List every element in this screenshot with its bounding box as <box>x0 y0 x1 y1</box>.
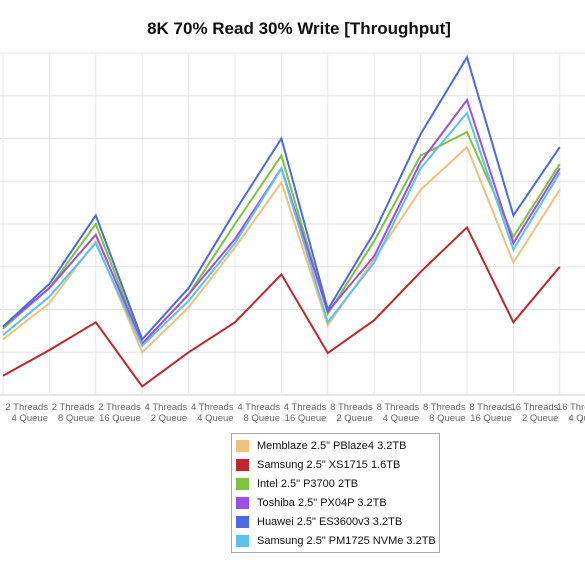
legend-label: Intel 2.5" P3700 2TB <box>257 477 359 490</box>
x-tick-label: 4 Threads 16 Queue <box>284 402 327 424</box>
series-line-4 <box>2 54 561 342</box>
legend-label: Huawei 2.5" ES3600v3 3.2TB <box>257 515 403 528</box>
legend-swatch <box>236 534 249 547</box>
x-tick-label: 16 Threads 2 Queue <box>511 402 559 424</box>
x-tick-label: 4 Threads 2 Queue <box>145 402 188 424</box>
x-tick-label: 2 Threads 16 Queue <box>98 402 141 424</box>
series-line-0 <box>2 145 561 355</box>
x-tick-label: 2 Threads 8 Queue <box>52 402 95 424</box>
chart-title: 8K 70% Read 30% Write [Throughput] <box>147 19 451 38</box>
legend-label: Samsung 2.5" PM1725 NVMe 3.2TB <box>257 534 436 547</box>
x-tick-label: 8 Threads 8 Queue <box>423 402 466 424</box>
legend-swatch <box>236 439 249 452</box>
x-tick-label: 8 Threads 4 Queue <box>377 402 420 424</box>
legend-item-4: Huawei 2.5" ES3600v3 3.2TB <box>236 512 435 531</box>
series-line-2 <box>2 130 561 346</box>
legend-item-0: Memblaze 2.5" PBlaze4 3.2TB <box>236 436 435 455</box>
legend-label: Toshiba 2.5" PX04P 3.2TB <box>257 496 387 509</box>
legend-swatch <box>236 496 249 509</box>
series-lines <box>2 54 561 388</box>
legend: Memblaze 2.5" PBlaze4 3.2TB Samsung 2.5" … <box>231 433 440 553</box>
legend-label: Memblaze 2.5" PBlaze4 3.2TB <box>257 439 407 452</box>
x-tick-label: 2 Threads 4 Queue <box>5 402 48 424</box>
legend-swatch <box>236 458 249 471</box>
legend-item-2: Intel 2.5" P3700 2TB <box>236 474 435 493</box>
x-tick-label: 4 Threads 4 Queue <box>191 402 234 424</box>
legend-swatch <box>236 477 249 490</box>
legend-item-5: Samsung 2.5" PM1725 NVMe 3.2TB <box>236 531 436 550</box>
x-tick-label: 8 Threads 16 Queue <box>469 402 512 424</box>
x-tick-label: 4 Threads 8 Queue <box>237 402 280 424</box>
legend-label: Samsung 2.5" XS1715 1.6TB <box>257 458 401 471</box>
legend-item-1: Samsung 2.5" XS1715 1.6TB <box>236 455 435 474</box>
grid-lines <box>0 52 585 396</box>
series-line-5 <box>2 110 561 348</box>
series-line-1 <box>2 225 561 388</box>
legend-swatch <box>236 515 249 528</box>
legend-item-3: Toshiba 2.5" PX04P 3.2TB <box>236 493 435 512</box>
x-tick-label: 8 Threads 2 Queue <box>330 402 373 424</box>
